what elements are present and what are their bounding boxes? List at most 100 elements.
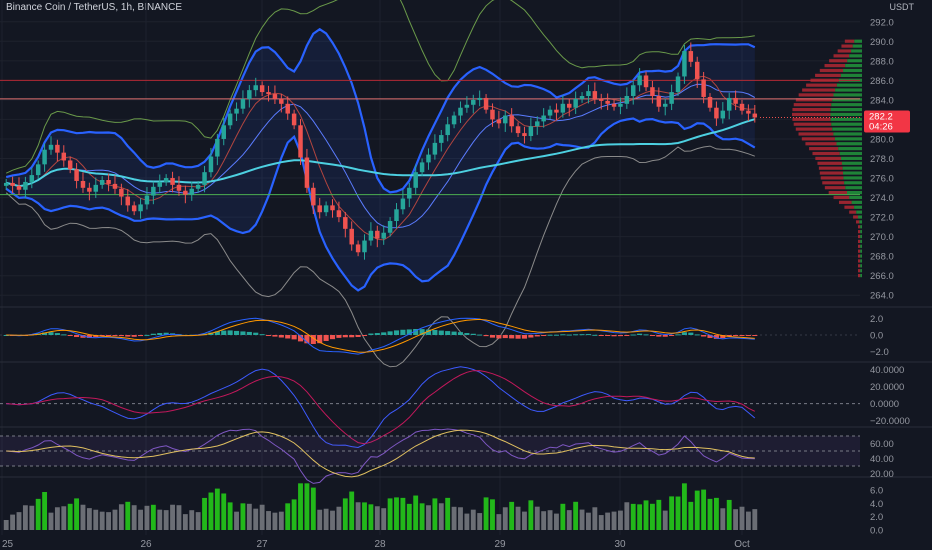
macd-hist-bar <box>649 335 655 336</box>
profile-bar-buy <box>860 249 862 253</box>
price-tick-label: 274.0 <box>870 193 894 204</box>
volume-bar <box>118 504 124 530</box>
macd-hist-bar <box>617 335 623 337</box>
macd-hist-bar <box>483 335 489 337</box>
dmi-tick-label: −20.0000 <box>870 416 910 427</box>
profile-bar-buy <box>847 190 862 195</box>
volume-bar <box>483 497 489 530</box>
profile-bar-buy <box>860 230 862 234</box>
profile-bar-sell <box>858 230 861 234</box>
rsi-tick-label: 20.00 <box>870 469 894 480</box>
candle-body <box>637 75 642 86</box>
macd-signal-line <box>6 318 755 353</box>
volume-bar <box>42 492 48 530</box>
volume-bar <box>387 498 393 530</box>
candle-body <box>554 109 559 113</box>
profile-bar-buy <box>851 200 862 204</box>
volume-bar <box>291 499 297 530</box>
candle-body <box>215 138 220 157</box>
last-price-value: 282.2 <box>869 111 893 122</box>
volume-bar <box>29 505 35 530</box>
macd-hist-bar <box>579 334 585 336</box>
candle-body <box>483 97 489 110</box>
volume-bar <box>464 513 470 530</box>
profile-bar-sell <box>818 166 843 170</box>
candle-body <box>266 92 271 95</box>
macd-hist-bar <box>726 335 732 337</box>
macd-hist-bar <box>393 330 400 335</box>
volume-bar <box>106 512 112 530</box>
profile-bar-sell <box>853 215 858 219</box>
volume-bar <box>272 512 278 530</box>
macd-hist-bar <box>573 334 579 336</box>
candle-body <box>464 104 470 108</box>
volume-bar <box>214 488 220 530</box>
volume-bar <box>426 505 431 530</box>
last-price-box <box>864 110 910 133</box>
volume-bar <box>713 497 719 530</box>
candle-body <box>739 103 745 111</box>
volume-bar <box>125 501 131 530</box>
candle-body <box>183 190 188 195</box>
candle-body <box>80 180 86 188</box>
candle-body <box>413 172 418 188</box>
candle-body <box>643 75 649 88</box>
macd-hist-bar <box>227 330 233 335</box>
candle-body <box>157 181 162 187</box>
macd-hist-bar <box>701 335 707 337</box>
macd-hist-bar <box>342 335 348 338</box>
macd-hist-bar <box>489 335 496 338</box>
volume-bar <box>701 489 707 530</box>
volume-bar <box>720 508 726 530</box>
volume-bar <box>93 509 99 530</box>
candle-body <box>195 184 201 189</box>
candle-body <box>170 178 175 185</box>
candle-body <box>490 109 495 120</box>
profile-bar-buy <box>833 132 862 136</box>
volume-bar <box>579 509 585 530</box>
volume-bar <box>445 497 451 530</box>
volume-bar <box>381 508 387 530</box>
macd-hist-bar <box>509 335 515 339</box>
candle-body <box>362 240 367 253</box>
macd-hist-bar <box>688 332 694 335</box>
volume-bar <box>707 498 713 530</box>
profile-bar-buy <box>860 269 862 273</box>
profile-bar-buy <box>860 244 862 248</box>
candle-body <box>202 172 207 185</box>
profile-bar-buy <box>860 234 862 239</box>
candle-body <box>611 103 617 107</box>
profile-bar-sell <box>858 239 861 244</box>
profile-bar-sell <box>849 210 857 214</box>
macd-hist-bar <box>733 335 739 336</box>
macd-hist-bar <box>349 335 355 338</box>
candle-body <box>61 152 67 161</box>
candle-body <box>752 113 758 118</box>
price-tick-label: 266.0 <box>870 271 894 282</box>
volume-bar <box>176 505 182 530</box>
horizontal-levels <box>0 79 860 196</box>
bollinger-upper <box>5 27 756 194</box>
profile-bar-buy <box>842 166 862 170</box>
volume-bar <box>355 502 361 530</box>
macd-hist-bar <box>585 334 592 336</box>
candle-body <box>694 61 700 80</box>
candle-body <box>368 230 374 241</box>
macd-hist-bar <box>745 335 751 336</box>
profile-bar-buy <box>860 225 862 229</box>
macd-tick-label: 2.0 <box>870 314 883 325</box>
volume-bar <box>86 508 92 530</box>
candle-body <box>458 107 463 116</box>
macd-hist-bar <box>534 335 540 337</box>
macd-hist-bar <box>445 331 451 335</box>
price-tick-label: 270.0 <box>870 232 894 243</box>
volume-bar <box>182 514 188 530</box>
candle-body <box>176 184 182 191</box>
candle-body <box>496 119 502 124</box>
volume-tick-label: 0.0 <box>870 526 883 537</box>
candle-body <box>23 181 28 190</box>
macd-hist-bar <box>233 330 240 335</box>
macd-hist-bar <box>630 334 636 336</box>
rsi-indicator <box>0 428 860 484</box>
